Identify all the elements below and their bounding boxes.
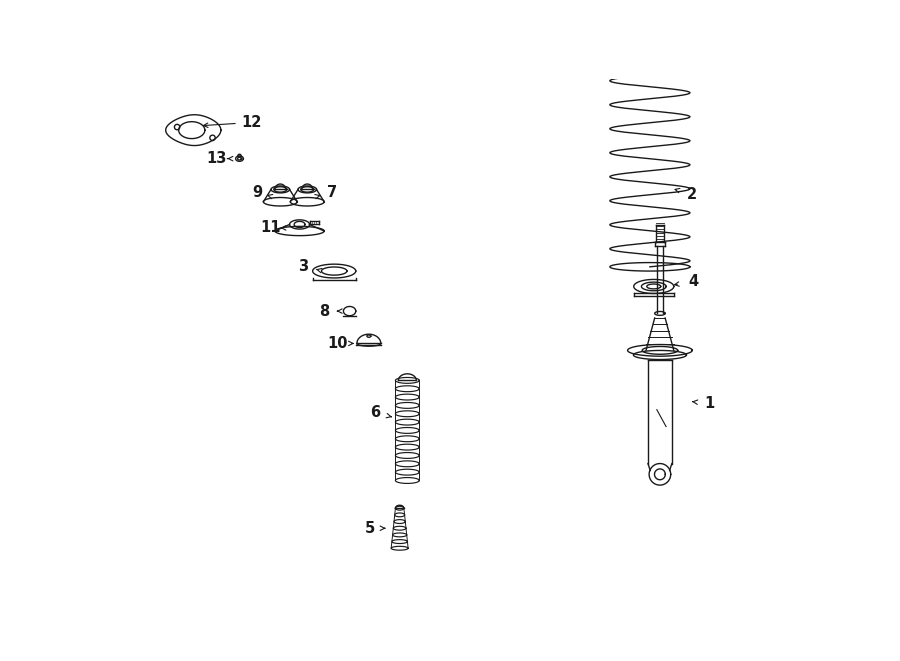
Text: 5: 5 <box>365 521 375 535</box>
Text: 3: 3 <box>298 259 309 274</box>
Text: 12: 12 <box>241 115 262 130</box>
Text: 10: 10 <box>328 336 348 351</box>
Text: 9: 9 <box>252 185 262 200</box>
Text: 13: 13 <box>206 151 227 166</box>
Text: 11: 11 <box>260 220 281 235</box>
Text: 1: 1 <box>704 396 715 411</box>
Text: 8: 8 <box>320 303 329 319</box>
Text: 6: 6 <box>370 405 380 420</box>
Text: 2: 2 <box>688 186 698 202</box>
Text: 4: 4 <box>688 274 699 290</box>
Text: 7: 7 <box>327 185 337 200</box>
